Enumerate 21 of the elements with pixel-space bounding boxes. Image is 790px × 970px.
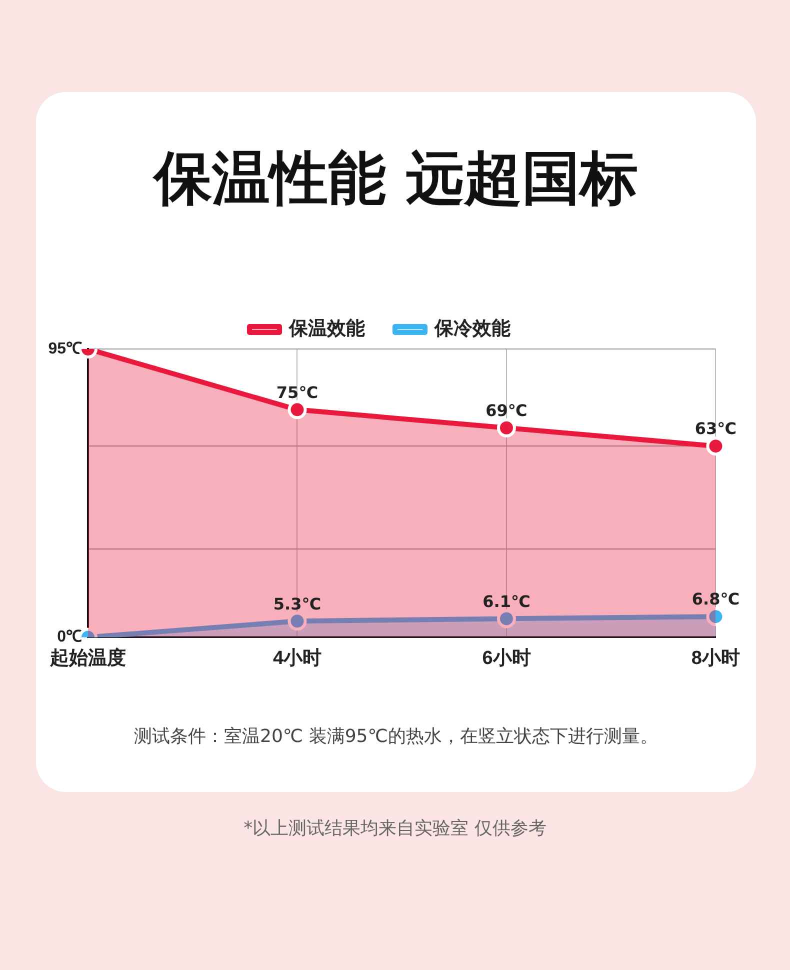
text: *以上测试结果均来自实验室 仅供参考 bbox=[242, 817, 548, 840]
point bbox=[496, 418, 516, 438]
point bbox=[496, 609, 516, 628]
y-tick-label: 95℃ bbox=[48, 340, 82, 358]
data-label: 75℃ bbox=[276, 382, 318, 402]
data-label: 63℃ bbox=[694, 419, 737, 438]
legend-label: 保冷效能 bbox=[434, 318, 510, 340]
x-tick-label: 起始温度 bbox=[49, 646, 126, 669]
legend-label: 保温效能 bbox=[288, 318, 365, 340]
data-label: 6.1℃ bbox=[482, 592, 530, 611]
x-tick-label: 6小时 bbox=[482, 646, 531, 669]
x-tick-label: 8小时 bbox=[691, 646, 740, 669]
x-tick-label: 4小时 bbox=[272, 646, 322, 669]
text: 测试条件：室温20℃ 装满95℃的热水，在竖立状态下进行测量。 bbox=[133, 725, 659, 748]
data-label: 69℃ bbox=[486, 401, 528, 420]
chart-title: 保温性能 远超国标 bbox=[152, 143, 640, 214]
data-label: 6.8℃ bbox=[692, 590, 740, 609]
y-tick-label: 0℃ bbox=[57, 628, 82, 646]
data-label: 5.3℃ bbox=[273, 594, 322, 614]
point bbox=[288, 612, 307, 631]
point bbox=[288, 400, 307, 420]
